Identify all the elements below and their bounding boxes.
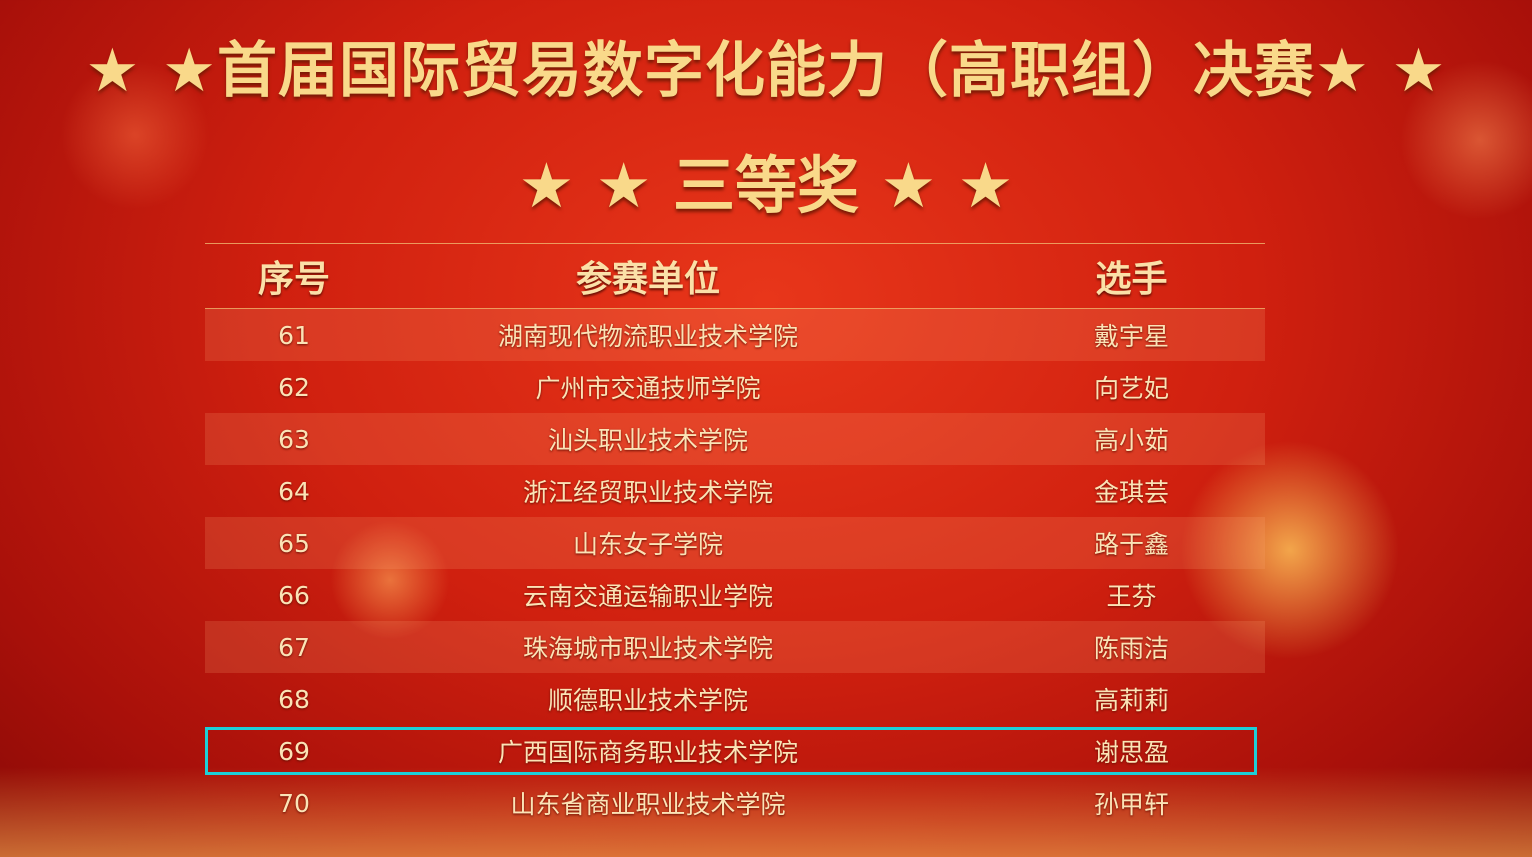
- city-skyline-glow: [0, 767, 1532, 857]
- row-no: 69: [278, 736, 310, 766]
- divider: [205, 308, 1265, 309]
- row-unit: 山东女子学院: [572, 530, 723, 559]
- row-player: 谢思盈: [1093, 738, 1169, 767]
- row-no: 65: [278, 528, 310, 558]
- table-row: 63 汕头职业技术学院 高小茹: [205, 413, 1265, 465]
- divider: [205, 243, 1265, 244]
- row-unit: 山东省商业职业技术学院: [510, 790, 786, 819]
- row-no: 64: [278, 476, 310, 506]
- award-table: 序号 参赛单位 选手 61 湖南现代物流职业技术学院 戴宇星 62 广州市交通技师学院 向…: [205, 243, 1265, 829]
- row-player: 高莉莉: [1093, 686, 1169, 715]
- row-no: 63: [278, 424, 310, 454]
- award-level: ★ ★ 三等奖 ★ ★: [518, 149, 1014, 222]
- header-player: 选手: [1095, 259, 1168, 300]
- row-no: 70: [278, 788, 310, 818]
- table-row: 70 山东省商业职业技术学院 孙甲轩: [205, 777, 1265, 829]
- row-no: 68: [278, 684, 310, 714]
- row-unit: 汕头职业技术学院: [547, 426, 748, 455]
- header-no: 序号: [257, 259, 330, 300]
- row-unit: 云南交通运输职业学院: [522, 582, 773, 611]
- table-row: 67 珠海城市职业技术学院 陈雨洁: [205, 621, 1265, 673]
- row-unit: 浙江经贸职业技术学院: [522, 478, 773, 507]
- row-no: 67: [278, 632, 310, 662]
- table-row: 68 顺德职业技术学院 高莉莉: [205, 673, 1265, 725]
- row-unit: 珠海城市职业技术学院: [522, 634, 773, 663]
- row-player: 戴宇星: [1093, 322, 1169, 351]
- row-player: 向艺妃: [1093, 374, 1169, 403]
- table-row: 66 云南交通运输职业学院 王芬: [205, 569, 1265, 621]
- row-player: 王芬: [1106, 582, 1157, 611]
- row-unit: 顺德职业技术学院: [547, 686, 748, 715]
- table-header: 序号 参赛单位 选手: [205, 244, 1265, 308]
- row-player: 路于鑫: [1093, 530, 1169, 559]
- row-player: 金琪芸: [1093, 478, 1169, 507]
- row-no: 62: [278, 372, 310, 402]
- table-row: 62 广州市交通技师学院 向艺妃: [205, 361, 1265, 413]
- page-title: ★ ★首届国际贸易数字化能力（高职组）决赛★ ★: [85, 36, 1447, 106]
- table-row: 69 广西国际商务职业技术学院 谢思盈: [205, 725, 1265, 777]
- table-row: 61 湖南现代物流职业技术学院 戴宇星: [205, 309, 1265, 361]
- row-unit: 湖南现代物流职业技术学院: [497, 322, 798, 351]
- row-player: 高小茹: [1093, 426, 1169, 455]
- table-row: 65 山东女子学院 路于鑫: [205, 517, 1265, 569]
- row-unit: 广西国际商务职业技术学院: [497, 738, 798, 767]
- header-unit: 参赛单位: [575, 259, 720, 300]
- row-player: 陈雨洁: [1093, 634, 1169, 663]
- row-no: 61: [278, 320, 310, 350]
- highlight-box: [205, 727, 1257, 775]
- row-player: 孙甲轩: [1093, 790, 1169, 819]
- table-row: 64 浙江经贸职业技术学院 金琪芸: [205, 465, 1265, 517]
- row-no: 66: [278, 580, 310, 610]
- row-unit: 广州市交通技师学院: [535, 374, 761, 403]
